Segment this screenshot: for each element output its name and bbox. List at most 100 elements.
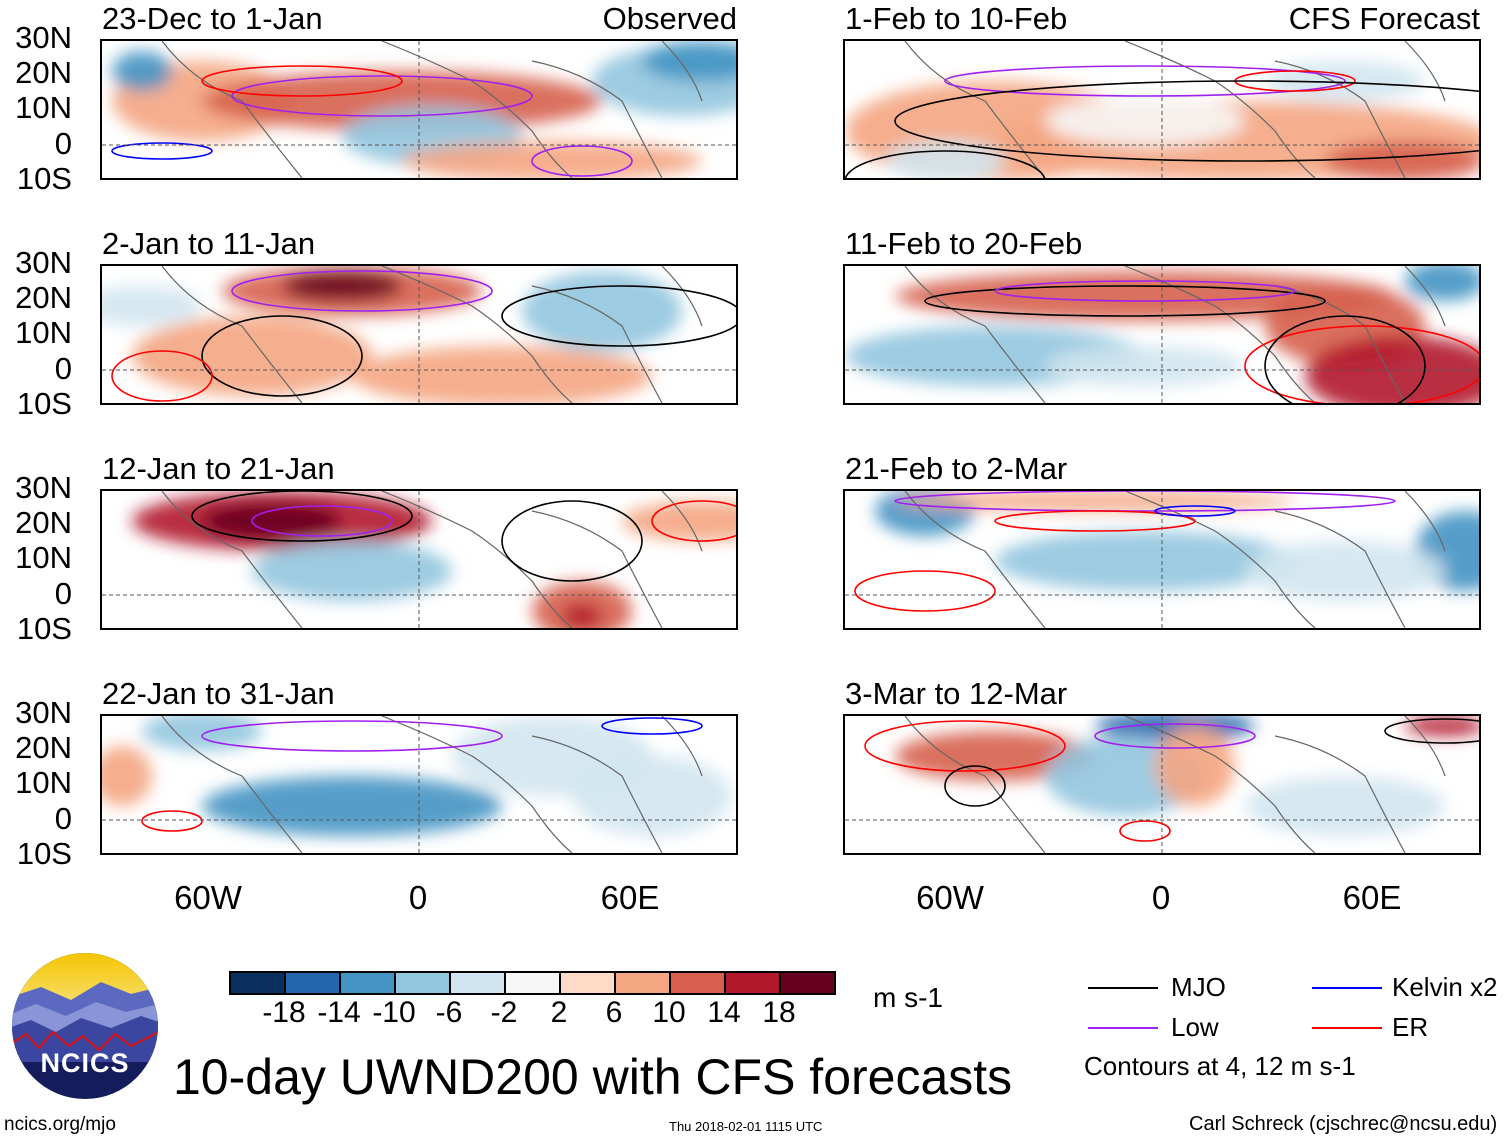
- lat-tick-label: 20N: [15, 55, 72, 91]
- lat-tick-label: 0: [54, 350, 72, 386]
- legend-er-label: ER: [1392, 1012, 1429, 1042]
- wind-anomaly-shading: [1155, 726, 1235, 806]
- footer-credit: Carl Schreck (cjschrec@ncsu.edu): [1189, 1113, 1498, 1135]
- panel-title: 1-Feb to 10-Feb: [845, 1, 1068, 36]
- lat-tick-label: 20N: [15, 505, 72, 541]
- lon-tick-label: 0: [408, 879, 428, 916]
- contour-line: [501, 500, 643, 582]
- wind-anomaly-shading: [1325, 141, 1479, 178]
- colorbar-swatch: [671, 973, 726, 993]
- colorbar-tick-label: -10: [372, 996, 416, 1029]
- lat-tick-label: 10S: [16, 385, 72, 421]
- colorbar-tick-label: 10: [652, 996, 686, 1029]
- map-panel: [100, 39, 738, 180]
- colorbar-tick-label: -18: [262, 996, 306, 1029]
- lon-tick-label: 60E: [1342, 879, 1402, 916]
- contour-line: [845, 150, 1046, 178]
- footer-timestamp: Thu 2018-02-01 1115 UTC: [669, 1119, 823, 1134]
- contour-line: [1119, 820, 1171, 842]
- contour-line: [251, 505, 393, 537]
- lat-tick-label: 30N: [15, 470, 72, 505]
- wind-anomaly-shading: [102, 286, 202, 326]
- wind-anomaly-shading: [522, 271, 682, 351]
- contour-line: [894, 491, 1396, 512]
- panel-source-label: CFS Forecast: [1288, 1, 1480, 36]
- coastline: [161, 716, 703, 853]
- main-title: 10-day UWND200 with CFS forecasts: [173, 1049, 1013, 1105]
- panel-title: 23-Dec to 1-Jan: [102, 1, 323, 36]
- contour-line: [141, 810, 203, 832]
- legend-kelvin-label: Kelvin x2: [1392, 972, 1498, 1002]
- wind-anomaly-shading: [112, 51, 172, 91]
- lon-tick-label: 0: [1151, 879, 1171, 916]
- colorbar-swatch: [506, 973, 561, 993]
- contour-line: [924, 285, 1326, 317]
- lat-tick-label: 0: [54, 125, 72, 161]
- wind-anomaly-shading: [895, 731, 1095, 781]
- contour-line: [994, 280, 1296, 302]
- coastline: [904, 41, 1446, 178]
- lat-tick-label: 20N: [15, 280, 72, 316]
- colorbar-units: m s-1: [873, 982, 943, 1013]
- wind-anomaly-shading: [1045, 96, 1245, 146]
- wind-anomaly-shading: [995, 531, 1295, 591]
- wind-anomaly-shading: [1245, 541, 1445, 601]
- panel-source-label: Observed: [602, 1, 737, 36]
- legend-low-line: [1088, 1027, 1158, 1029]
- lat-tick-label: 0: [54, 800, 72, 836]
- wind-anomaly-shading: [885, 141, 1005, 178]
- colorbar-tick-label: 14: [707, 996, 741, 1029]
- contour-line: [944, 765, 1006, 807]
- wind-anomaly-shading: [622, 501, 736, 541]
- map-panel: [100, 264, 738, 405]
- coastline: [161, 266, 703, 403]
- colorbar-tick-label: 18: [762, 996, 796, 1029]
- panel-title: 12-Jan to 21-Jan: [102, 451, 335, 486]
- lat-tick-label: 20N: [15, 730, 72, 766]
- wind-anomaly-shading: [202, 71, 602, 131]
- wind-anomaly-shading: [132, 316, 372, 396]
- lat-tick-label: 10N: [15, 765, 72, 801]
- legend-mjo-line: [1088, 987, 1158, 989]
- wind-anomaly-shading: [102, 746, 152, 806]
- colorbar: [229, 971, 836, 995]
- colorbar-swatch: [341, 973, 396, 993]
- colorbar-swatch: [561, 973, 616, 993]
- contour-line: [1154, 505, 1236, 517]
- contour-line: [1244, 325, 1479, 403]
- panel-title: 11-Feb to 20-Feb: [845, 226, 1083, 261]
- lat-tick-label: 10S: [16, 610, 72, 646]
- footer-url[interactable]: ncics.org/mjo: [4, 1114, 116, 1135]
- lat-tick-label: 10N: [15, 540, 72, 576]
- contour-line: [994, 510, 1196, 532]
- legend-low-label: Low: [1171, 1012, 1219, 1042]
- colorbar-tick-label: -14: [317, 996, 361, 1029]
- lon-tick-label: 60W: [916, 879, 984, 916]
- lat-tick-label: 10N: [15, 90, 72, 126]
- wind-anomaly-shading: [142, 716, 262, 751]
- legend-kelvin-line: [1312, 987, 1382, 989]
- panel-title: 22-Jan to 31-Jan: [102, 676, 335, 711]
- contour-line: [201, 65, 403, 97]
- coastline: [904, 716, 1446, 853]
- wind-anomaly-shading: [895, 271, 1395, 321]
- contour-line: [201, 720, 503, 752]
- lon-tick-label: 60W: [174, 879, 242, 916]
- contours-note: Contours at 4, 12 m s-1: [1084, 1051, 1356, 1081]
- lat-tick-label: 10S: [16, 835, 72, 871]
- panel-title: 2-Jan to 11-Jan: [102, 226, 316, 261]
- wind-anomaly-shading: [572, 756, 732, 836]
- wind-anomaly-shading: [352, 346, 652, 403]
- contour-line: [651, 500, 736, 542]
- colorbar-tick-label: 2: [550, 996, 568, 1029]
- contour-line: [854, 570, 996, 612]
- map-panel: [843, 264, 1481, 405]
- legend-er-line: [1312, 1027, 1382, 1029]
- map-panel: [843, 489, 1481, 630]
- wind-anomaly-shading: [562, 604, 602, 628]
- contour-line: [864, 720, 1066, 772]
- panel-title: 21-Feb to 2-Mar: [845, 451, 1068, 486]
- lat-tick-label: 10N: [15, 315, 72, 351]
- wind-anomaly-shading: [1405, 266, 1479, 301]
- coastline: [161, 491, 703, 628]
